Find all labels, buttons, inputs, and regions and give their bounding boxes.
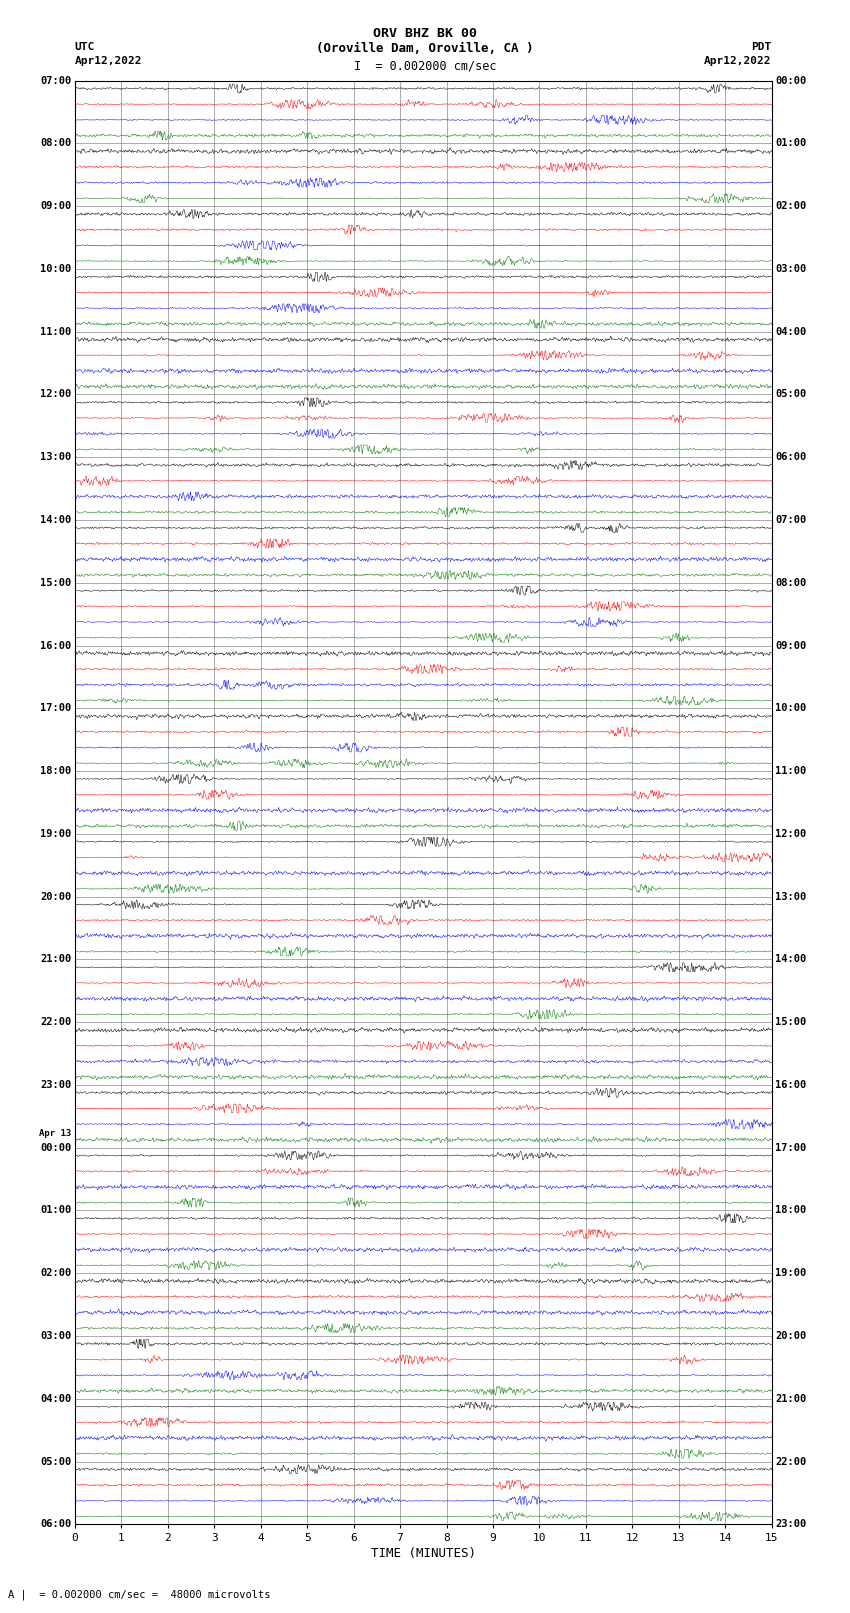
Text: 08:00: 08:00 — [40, 139, 71, 148]
Text: Apr12,2022: Apr12,2022 — [705, 56, 772, 66]
Text: I  = 0.002000 cm/sec: I = 0.002000 cm/sec — [354, 60, 496, 73]
Text: 19:00: 19:00 — [40, 829, 71, 839]
Text: 20:00: 20:00 — [40, 892, 71, 902]
Text: 05:00: 05:00 — [775, 389, 807, 400]
Text: 00:00: 00:00 — [40, 1142, 71, 1153]
Text: 21:00: 21:00 — [40, 955, 71, 965]
Text: 14:00: 14:00 — [775, 955, 807, 965]
Text: 01:00: 01:00 — [775, 139, 807, 148]
Text: 23:00: 23:00 — [775, 1519, 807, 1529]
Text: 20:00: 20:00 — [775, 1331, 807, 1340]
Text: Apr12,2022: Apr12,2022 — [75, 56, 142, 66]
Text: 16:00: 16:00 — [40, 640, 71, 650]
Text: 07:00: 07:00 — [40, 76, 71, 85]
Text: 17:00: 17:00 — [40, 703, 71, 713]
Text: PDT: PDT — [751, 42, 772, 52]
Text: 00:00: 00:00 — [775, 76, 807, 85]
Text: 11:00: 11:00 — [775, 766, 807, 776]
Text: A |  = 0.002000 cm/sec =  48000 microvolts: A | = 0.002000 cm/sec = 48000 microvolts — [8, 1589, 271, 1600]
Text: 05:00: 05:00 — [40, 1457, 71, 1466]
Text: 21:00: 21:00 — [775, 1394, 807, 1403]
Text: 01:00: 01:00 — [40, 1205, 71, 1216]
Text: Apr 13: Apr 13 — [39, 1129, 71, 1137]
Text: 18:00: 18:00 — [40, 766, 71, 776]
Text: 14:00: 14:00 — [40, 515, 71, 524]
Text: 13:00: 13:00 — [775, 892, 807, 902]
Text: 18:00: 18:00 — [775, 1205, 807, 1216]
Text: 06:00: 06:00 — [40, 1519, 71, 1529]
Text: 15:00: 15:00 — [775, 1018, 807, 1027]
Text: 19:00: 19:00 — [775, 1268, 807, 1277]
Text: 10:00: 10:00 — [40, 265, 71, 274]
Text: 02:00: 02:00 — [40, 1268, 71, 1277]
Text: 15:00: 15:00 — [40, 577, 71, 587]
Text: 03:00: 03:00 — [775, 265, 807, 274]
Text: 16:00: 16:00 — [775, 1081, 807, 1090]
Text: 02:00: 02:00 — [775, 202, 807, 211]
Text: 11:00: 11:00 — [40, 327, 71, 337]
X-axis label: TIME (MINUTES): TIME (MINUTES) — [371, 1547, 476, 1560]
Text: 09:00: 09:00 — [40, 202, 71, 211]
Text: 22:00: 22:00 — [40, 1018, 71, 1027]
Text: 09:00: 09:00 — [775, 640, 807, 650]
Text: ORV BHZ BK 00: ORV BHZ BK 00 — [373, 27, 477, 40]
Text: 13:00: 13:00 — [40, 452, 71, 463]
Text: 22:00: 22:00 — [775, 1457, 807, 1466]
Text: (Oroville Dam, Oroville, CA ): (Oroville Dam, Oroville, CA ) — [316, 42, 534, 55]
Text: 10:00: 10:00 — [775, 703, 807, 713]
Text: 04:00: 04:00 — [40, 1394, 71, 1403]
Text: 04:00: 04:00 — [775, 327, 807, 337]
Text: 23:00: 23:00 — [40, 1081, 71, 1090]
Text: 08:00: 08:00 — [775, 577, 807, 587]
Text: 03:00: 03:00 — [40, 1331, 71, 1340]
Text: 12:00: 12:00 — [775, 829, 807, 839]
Text: 07:00: 07:00 — [775, 515, 807, 524]
Text: 12:00: 12:00 — [40, 389, 71, 400]
Text: 06:00: 06:00 — [775, 452, 807, 463]
Text: UTC: UTC — [75, 42, 95, 52]
Text: 17:00: 17:00 — [775, 1142, 807, 1153]
